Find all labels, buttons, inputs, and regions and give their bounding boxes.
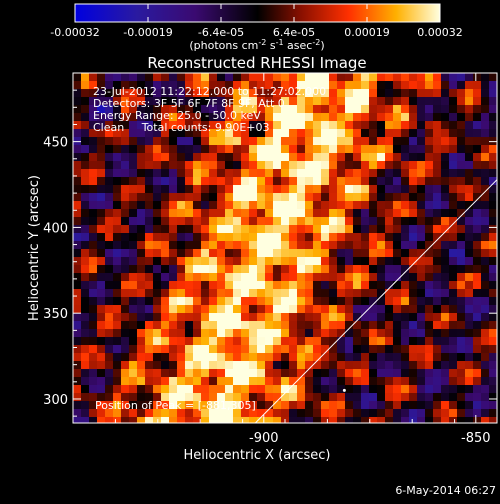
colorbar-tick-label: 6.4e-05 [273,26,315,39]
x-axis-label: Heliocentric X (arcsec) [184,448,331,463]
colorbar-tick-label: -0.00032 [50,26,99,39]
limb-line [254,178,497,423]
chart-title: Reconstructed RHESSI Image [147,54,366,72]
colorbar-tick-label: 0.00019 [344,26,390,39]
axes: -900-850-800300350400450 [43,72,498,446]
x-tick-label: -900 [249,431,279,446]
y-axis-label: Heliocentric Y (arcsec) [27,175,42,321]
y-tick-label: 300 [43,393,68,408]
peak-label: Position of Peak = [-881,305] [95,399,256,412]
colorbar [74,3,441,23]
colorbar-tick-label: -6.4e-05 [198,26,244,39]
annotation-block: 23-Jul-2012 11:22:12.000 to 11:27:02.000… [93,85,326,134]
y-tick-label: 450 [43,136,68,151]
peak-marker [342,388,346,392]
colorbar-tick-label: 0.00032 [417,26,463,39]
annotation-energy: Energy Range: 25.0 - 50.0 keV [93,109,261,122]
y-tick-label: 400 [43,221,68,236]
annotation-detectors: Detectors: 3F 5F 6F 7F 8F 9F, Att 0 [93,97,285,110]
colorbar-tick-label: -0.00019 [123,26,172,39]
y-tick-label: 350 [43,307,68,322]
colorbar-ticks: -0.00032 -0.00019 -6.4e-05 6.4e-05 0.00019 0.… [50,4,463,39]
colorbar-units: (photons cm-2 s-1 asec-2) [189,38,324,52]
annotation-time: 23-Jul-2012 11:22:12.000 to 11:27:02.000 [93,85,326,98]
heatmap-image [73,73,497,423]
timestamp: 6-May-2014 06:27 [395,484,496,497]
annotation-clean: Clean Total counts: 9.90E+03 [93,121,270,134]
x-tick-label: -850 [461,431,491,446]
